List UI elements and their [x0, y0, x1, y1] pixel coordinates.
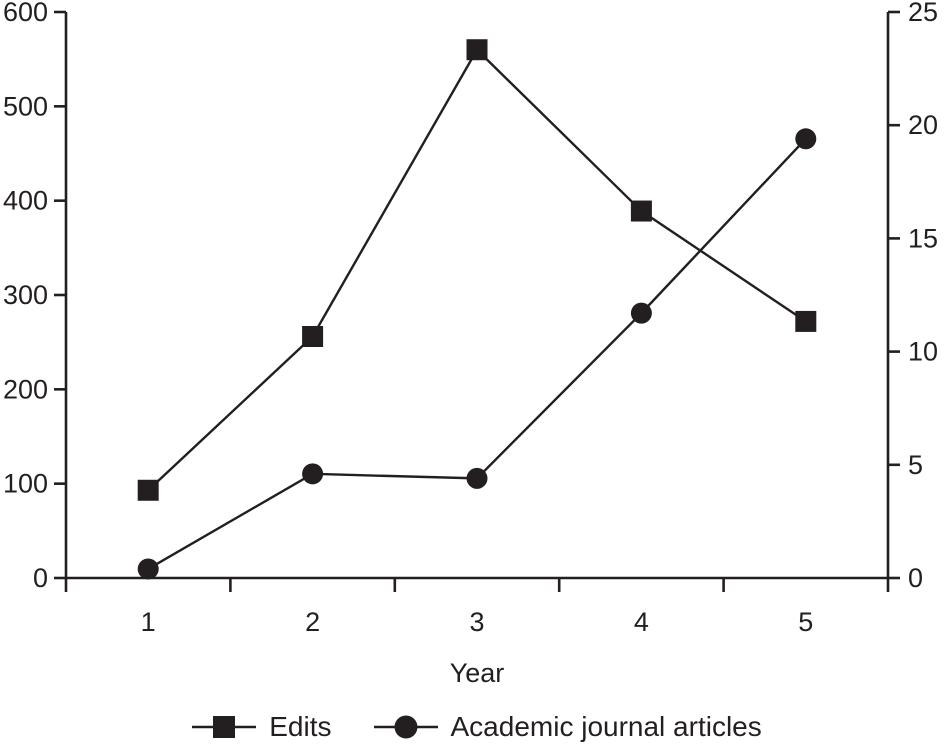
x-axis-title: Year — [449, 658, 505, 688]
data-point-square — [795, 310, 817, 332]
right-axis-tick-label: 15 — [908, 223, 938, 253]
legend: Edits Academic journal articles — [66, 707, 888, 747]
series-line-square — [147, 47, 807, 492]
data-point-square — [630, 200, 652, 222]
right-axis-tick-label: 5 — [908, 450, 923, 480]
left-axis-tick-label: 100 — [3, 469, 48, 499]
x-axis-tick-label: 5 — [798, 607, 813, 637]
x-axis-tick-label: 3 — [469, 607, 484, 637]
legend-label-edits: Edits — [269, 711, 332, 742]
right-axis-tick-label: 25 — [908, 0, 938, 27]
series-line-circle — [147, 137, 807, 570]
plot-area: 0 100 200 300 400 500 600 0 5 10 15 20 25 1 2 3 4 5 — [3, 0, 938, 637]
data-point-square — [137, 479, 159, 501]
left-axis-tick-label: 400 — [3, 186, 48, 216]
right-axis-tick-label: 10 — [908, 337, 938, 367]
left-axis-tick-label: 500 — [3, 91, 48, 121]
legend-item-edits: Edits — [192, 707, 332, 747]
right-axis-tick-label: 20 — [908, 110, 938, 140]
right-axis-tick-label: 0 — [908, 563, 923, 593]
data-point-circle — [302, 463, 324, 485]
left-axis-tick-label: 600 — [3, 0, 48, 27]
data-point-square — [302, 326, 324, 348]
left-axis-tick-label: 300 — [3, 280, 48, 310]
circle-marker-icon — [373, 715, 438, 739]
data-point-square — [466, 39, 488, 61]
x-axis-tick-label: 1 — [141, 607, 156, 637]
left-axis-tick-label: 0 — [33, 563, 48, 593]
data-point-circle — [466, 467, 488, 489]
data-point-circle — [630, 302, 652, 324]
square-marker-icon — [192, 716, 257, 738]
data-point-circle — [137, 558, 159, 580]
x-axis-tick-label: 4 — [634, 607, 649, 637]
data-point-circle — [795, 128, 817, 150]
left-axis-tick-label: 200 — [3, 374, 48, 404]
legend-label-articles: Academic journal articles — [450, 711, 762, 742]
legend-item-articles: Academic journal articles — [373, 707, 762, 747]
x-axis-tick-label: 2 — [305, 607, 320, 637]
